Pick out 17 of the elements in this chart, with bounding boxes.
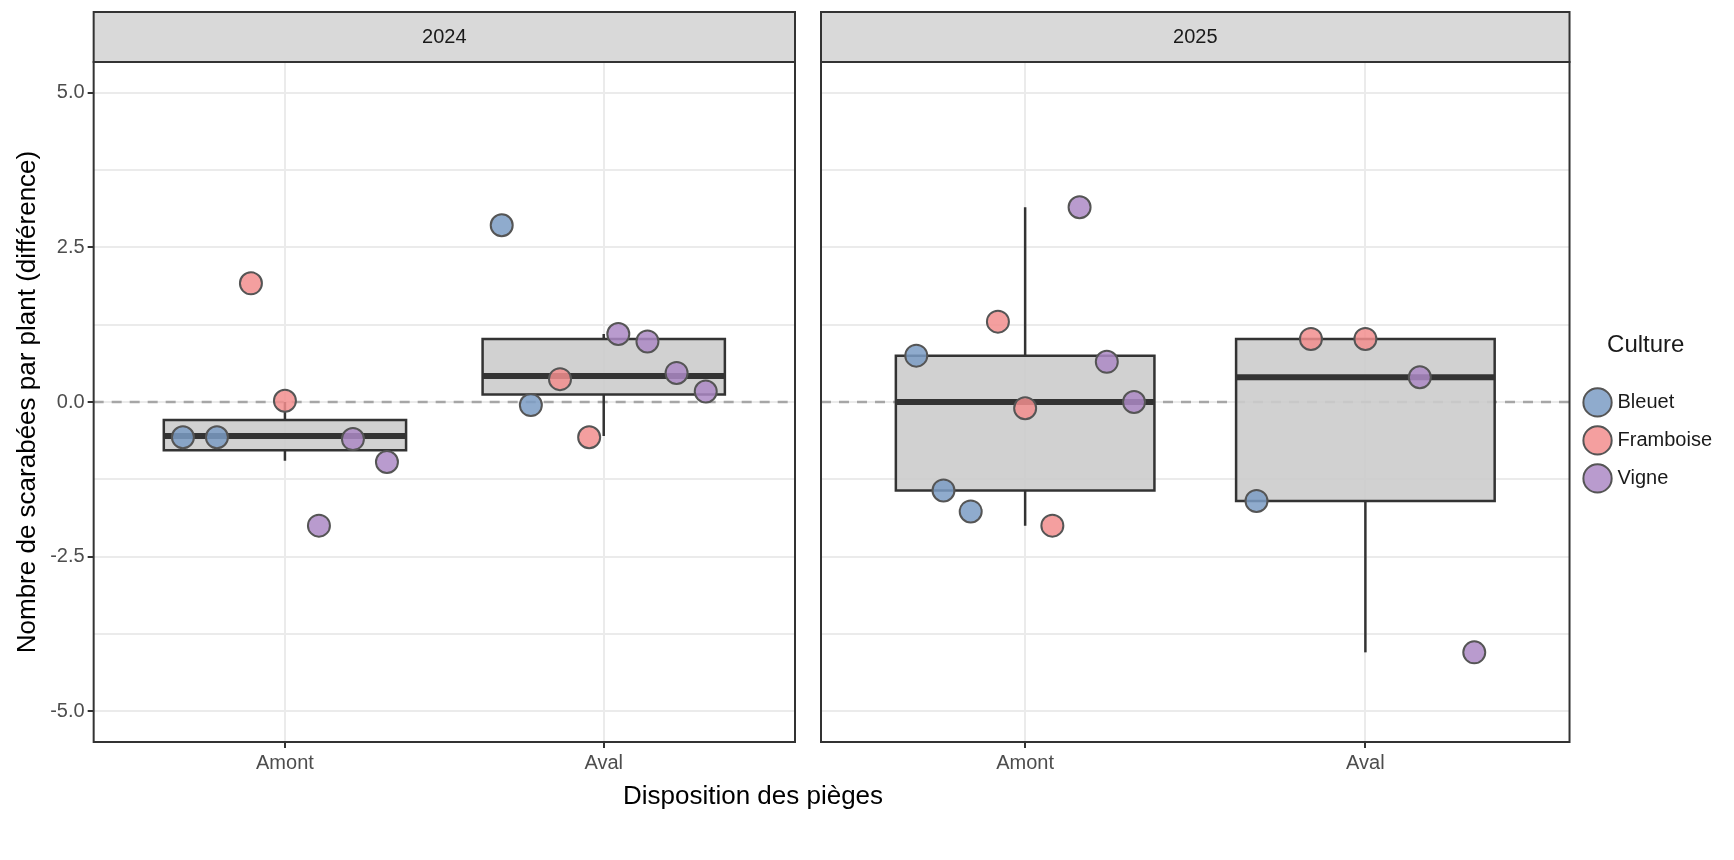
y-tick-label: 5.0 [56, 80, 85, 103]
y-tick-label: -5.0 [50, 698, 85, 721]
x-tick-label: Amont [256, 750, 315, 773]
legend-label: Framboise [1617, 427, 1713, 450]
legend-label: Vigne [1617, 465, 1669, 488]
y-tick-label: 2.5 [56, 234, 85, 257]
chart-title: 2024 [422, 24, 467, 47]
legend-title: Culture [1607, 330, 1685, 358]
legend-label: Bleuet [1617, 389, 1675, 412]
chart-title: 2025 [1173, 24, 1218, 47]
y-tick-label: -2.5 [50, 544, 85, 567]
x-tick-label: Amont [996, 750, 1055, 773]
x-tick-label: Aval [584, 750, 623, 773]
x-axis-title: Disposition des pièges [621, 780, 885, 811]
y-tick-label: 0.0 [56, 389, 85, 412]
x-tick-label: Aval [1346, 750, 1385, 773]
y-axis-title: Nombre de scarabées par plant (différence) [10, 150, 41, 654]
